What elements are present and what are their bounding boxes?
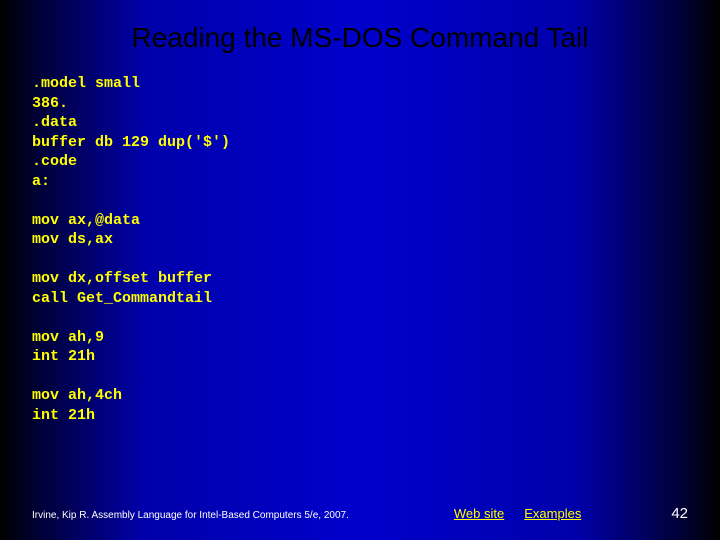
footer-links: Web site Examples	[454, 506, 581, 521]
examples-link[interactable]: Examples	[524, 506, 581, 521]
footer-citation: Irvine, Kip R. Assembly Language for Int…	[32, 510, 414, 521]
code-block: .model small 386. .data buffer db 129 du…	[0, 74, 720, 425]
slide-title: Reading the MS-DOS Command Tail	[0, 0, 720, 74]
page-number: 42	[671, 505, 688, 522]
footer: Irvine, Kip R. Assembly Language for Int…	[32, 505, 688, 522]
website-link[interactable]: Web site	[454, 506, 504, 521]
